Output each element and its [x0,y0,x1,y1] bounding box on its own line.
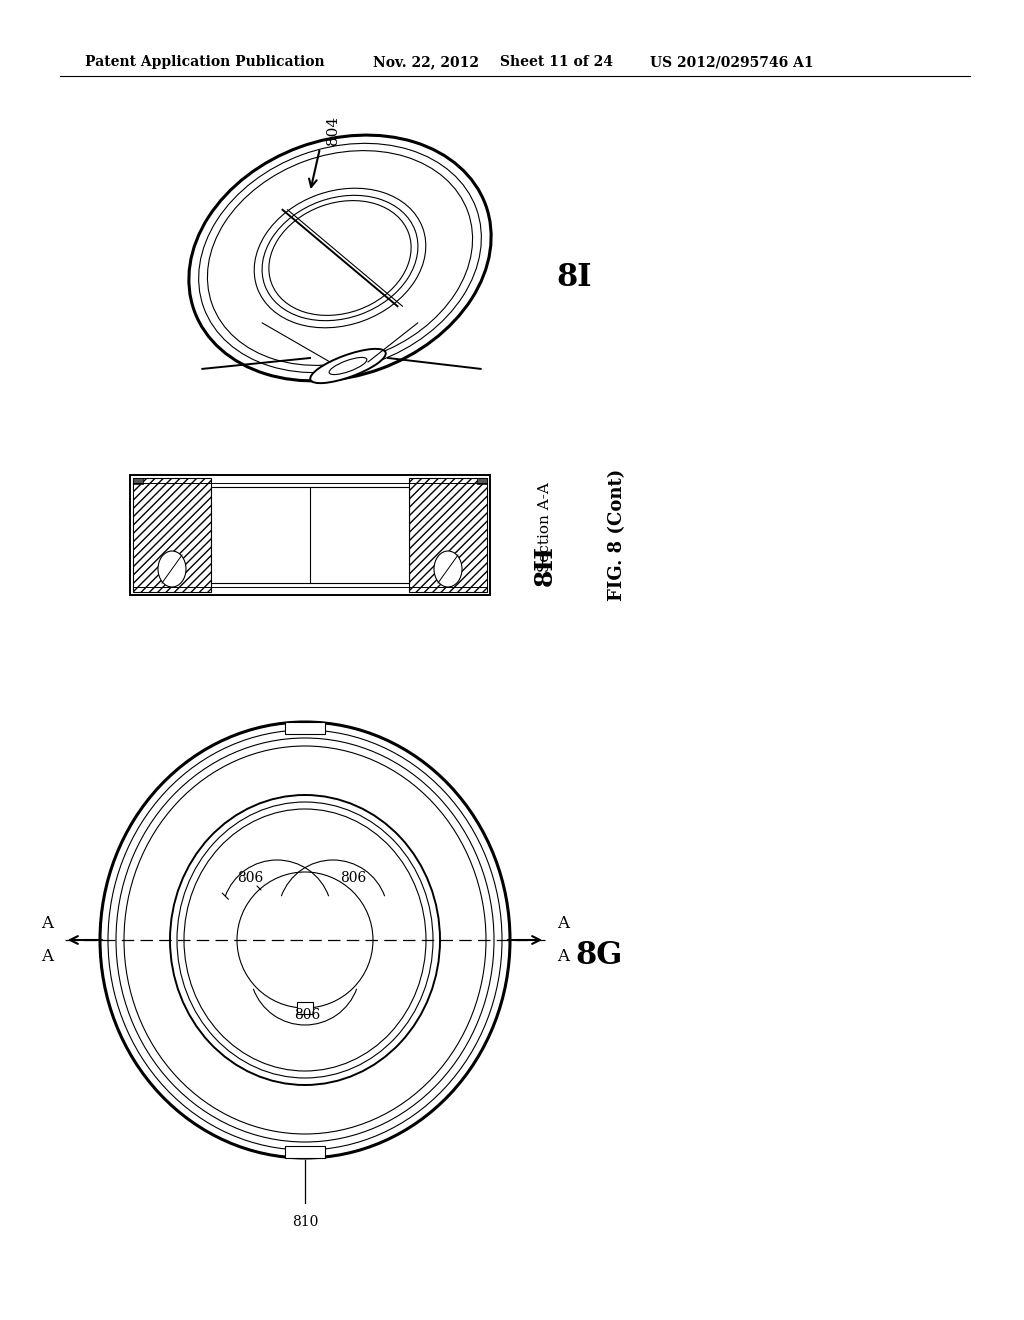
Text: Patent Application Publication: Patent Application Publication [85,55,325,69]
Bar [409,478,487,591]
Text: A: A [41,948,53,965]
Ellipse shape [329,358,367,375]
Ellipse shape [434,550,462,587]
Ellipse shape [158,550,186,587]
Bar [285,722,325,734]
Text: US 2012/0295746 A1: US 2012/0295746 A1 [650,55,814,69]
Bar [477,478,487,484]
Text: A: A [557,915,569,932]
Text: A: A [41,915,53,932]
Ellipse shape [310,348,386,383]
Bar [297,1002,313,1014]
Bar [285,1146,325,1158]
Text: 8I: 8I [556,263,592,293]
Text: 8H: 8H [534,544,557,586]
Text: 806: 806 [237,871,263,884]
Text: FIG. 8 (Cont): FIG. 8 (Cont) [608,469,626,601]
Text: 810: 810 [292,1214,318,1229]
Bar [130,475,490,595]
Text: 806: 806 [294,1008,321,1022]
Text: 804: 804 [326,115,340,145]
Bar [211,487,409,583]
Text: 806: 806 [340,871,367,884]
Text: A: A [557,948,569,965]
Text: Section A-A: Section A-A [538,482,552,572]
Bar [133,478,211,591]
Text: Nov. 22, 2012: Nov. 22, 2012 [373,55,479,69]
Text: 8G: 8G [575,940,623,970]
Bar [133,478,143,484]
Text: Sheet 11 of 24: Sheet 11 of 24 [500,55,613,69]
